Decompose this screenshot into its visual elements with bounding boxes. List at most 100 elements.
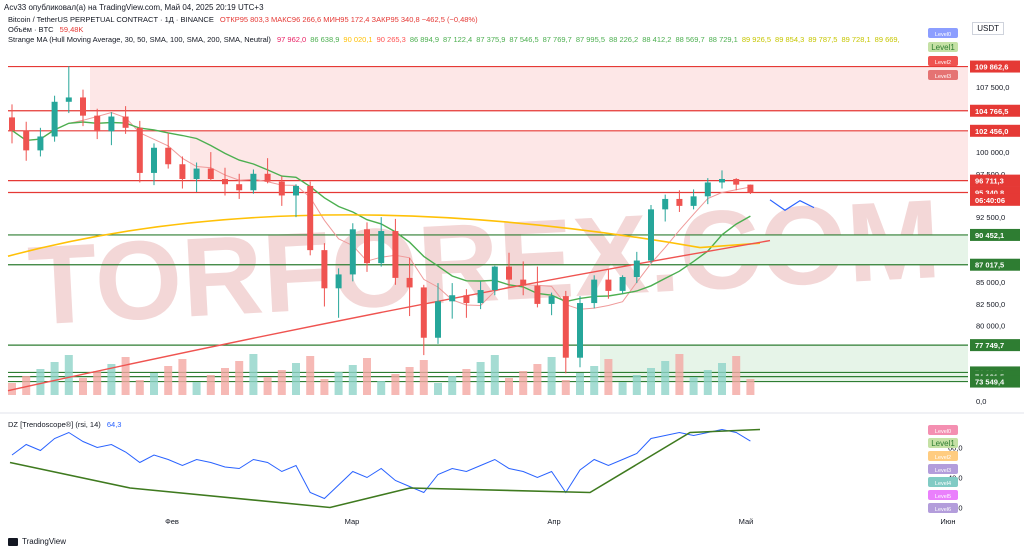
volume-bar xyxy=(561,380,570,395)
volume-bar xyxy=(689,377,698,395)
volume-bar xyxy=(547,357,556,395)
rsi-label: DZ [Trendoscope®] (rsi, 14) xyxy=(8,420,101,429)
volume-bar xyxy=(79,378,87,395)
candle-body xyxy=(9,117,15,131)
x-tick-label: Апр xyxy=(547,517,560,526)
volume-bar xyxy=(121,357,130,395)
ohlc-values: ОТКР95 803,3 МАКС96 266,6 МИН95 172,4 ЗА… xyxy=(219,15,478,24)
rsi-legend-label: Level5 xyxy=(935,494,951,500)
volume-bar xyxy=(505,378,513,395)
support-zone xyxy=(690,234,968,265)
volume-bar xyxy=(448,376,457,395)
y-tick-label: 85 000,0 xyxy=(976,278,1005,287)
price-level-label: 104 766,5 xyxy=(975,107,1008,116)
indicator-value: 89 787,5 xyxy=(808,35,838,44)
candle-body xyxy=(406,277,413,288)
volume-bar xyxy=(718,363,726,395)
volume-bar xyxy=(235,361,244,395)
candle-body xyxy=(435,301,441,338)
legend-swatch xyxy=(928,42,958,52)
y-tick-label: 92 500,0 xyxy=(976,213,1005,222)
volume-bar xyxy=(519,371,528,395)
indicator-info-line: Strange MA (Hull Moving Average, 30, 50,… xyxy=(8,35,908,44)
candle-body xyxy=(165,147,172,165)
rsi-legend-swatch xyxy=(928,425,958,435)
legend-swatch xyxy=(928,56,958,66)
volume-bar xyxy=(604,359,613,395)
candle-body xyxy=(65,97,72,102)
candle-body xyxy=(548,296,555,304)
rsi-value: 64,3 xyxy=(106,420,122,429)
indicator-name: Strange MA (Hull Moving Average, 30, 50,… xyxy=(8,35,271,44)
candle-body xyxy=(278,181,285,196)
price-level-label: 87 017,5 xyxy=(975,261,1004,270)
volume-bar xyxy=(249,354,258,395)
price-level-tag xyxy=(970,124,1020,137)
volume-bar xyxy=(221,368,229,395)
volume-bar xyxy=(632,375,641,395)
candle-body xyxy=(619,277,626,291)
candle-body xyxy=(520,279,527,286)
indicator-value: 88 569,7 xyxy=(675,35,705,44)
candle-body xyxy=(179,164,186,179)
rsi-legend-label: Level1 xyxy=(931,439,955,448)
candle-body xyxy=(392,231,399,278)
volume-bar xyxy=(206,375,215,395)
currency-button[interactable]: USDT xyxy=(972,22,1004,35)
x-tick-label: Июн xyxy=(940,517,955,526)
volume-bar xyxy=(150,373,158,395)
price-level-label: 73 549,4 xyxy=(975,378,1005,387)
zigzag-line xyxy=(9,428,761,509)
indicator-value: 89 669, xyxy=(874,35,900,44)
volume-bar xyxy=(334,372,343,395)
price-level-tag xyxy=(970,228,1020,241)
resistance-zone xyxy=(90,66,968,111)
rsi-legend-label: Level6 xyxy=(935,507,951,513)
volume-info-line: Объём · BTC 59,48K xyxy=(8,25,87,34)
rsi-legend-label: Level3 xyxy=(935,468,951,474)
tradingview-brand: TradingView xyxy=(8,537,66,546)
candle-body xyxy=(577,303,583,358)
candle-body xyxy=(250,173,257,191)
indicator-value: 90 265,3 xyxy=(376,35,406,44)
candle-body xyxy=(80,97,86,116)
volume-bar xyxy=(490,355,499,395)
candle-body xyxy=(151,147,157,173)
volume-bar xyxy=(277,370,286,395)
candle-body xyxy=(648,209,654,261)
volume-bar xyxy=(590,366,599,395)
ma-100-line xyxy=(7,214,761,257)
rsi-legend-label: Level2 xyxy=(935,455,951,461)
volume-bar xyxy=(107,364,116,395)
price-level-tag xyxy=(970,193,1020,206)
volume-bar xyxy=(576,373,584,395)
candle-body xyxy=(676,198,683,206)
indicator-value: 88 412,2 xyxy=(642,35,672,44)
rsi-info-line: DZ [Trendoscope®] (rsi, 14) 64,3 xyxy=(8,420,125,429)
candle-body xyxy=(335,274,342,289)
price-level-tag xyxy=(970,104,1020,117)
candle-body xyxy=(364,229,370,264)
publish-info: Acv33 опубликовал(а) на TradingView.com,… xyxy=(4,3,264,12)
candle-body xyxy=(662,198,669,210)
y-tick-label: 97 500,0 xyxy=(976,170,1005,179)
volume-bar xyxy=(178,359,187,395)
price-level-label: 102 456,0 xyxy=(975,127,1008,136)
candle-body xyxy=(349,229,356,275)
tradingview-logo-icon xyxy=(8,537,18,546)
y-tick-label: 107 500,0 xyxy=(976,83,1009,92)
resistance-zone xyxy=(190,130,968,181)
rsi-legend-swatch xyxy=(928,451,958,461)
candle-body xyxy=(23,130,30,151)
price-level-label: 109 862,6 xyxy=(975,63,1008,72)
candle-body xyxy=(193,168,200,179)
candle-body xyxy=(378,231,385,264)
legend-label: Level1 xyxy=(931,43,955,52)
candle-body xyxy=(222,178,228,185)
candle-body xyxy=(591,279,598,304)
volume-bar xyxy=(363,358,371,395)
indicator-value: 88 729,1 xyxy=(708,35,738,44)
x-tick-label: Май xyxy=(739,517,754,526)
volume-bar xyxy=(263,377,272,395)
